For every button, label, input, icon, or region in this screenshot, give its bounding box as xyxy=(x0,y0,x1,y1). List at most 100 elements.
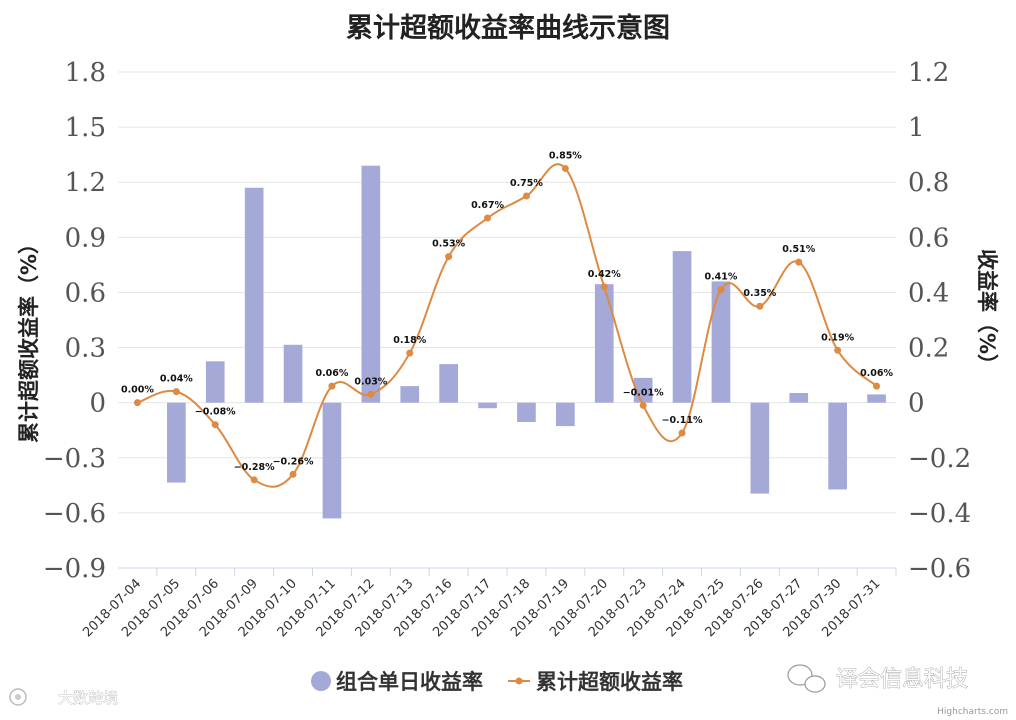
gridlines xyxy=(118,71,896,569)
line-point xyxy=(328,382,336,390)
data-label: 0.18% xyxy=(393,335,426,346)
legend: 组合单日收益率 累计超额收益率 xyxy=(311,670,683,694)
line-point xyxy=(795,258,803,266)
line-point xyxy=(289,470,297,478)
right-y-tick-label: −0.4 xyxy=(908,499,971,529)
chart-title: 累计超额收益率曲线示意图 xyxy=(346,12,670,44)
right-y-tick-label: 0.4 xyxy=(908,278,949,308)
right-y-tick-label: 0.8 xyxy=(908,168,949,198)
legend-bar-label: 组合单日收益率 xyxy=(336,670,483,694)
line-point xyxy=(445,253,453,261)
line-point xyxy=(406,349,414,357)
credits-link[interactable]: Highcharts.com xyxy=(937,707,1008,717)
bar xyxy=(439,364,458,403)
legend-line-marker-dot xyxy=(515,677,523,685)
left-y-tick-label: 0.9 xyxy=(65,223,106,253)
bar xyxy=(400,386,420,403)
data-label: −0.26% xyxy=(273,456,314,467)
line-point xyxy=(678,429,686,437)
data-labels: 0.00% 0.04% −0.08% −0.28%−0.26% 0.06% 0.03% 0.… xyxy=(121,150,894,472)
left-y-axis: 1.8 1.5 1.2 0.9 0.6 0.3 0 −0.3 −0.6 −0.9 xyxy=(43,58,106,584)
data-label: 0.53% xyxy=(432,239,465,250)
left-y-tick-label: 0.6 xyxy=(65,278,106,308)
bar xyxy=(867,394,886,403)
watermark-left-text: 大数跨境 xyxy=(58,689,118,707)
left-y-tick-label: 1.8 xyxy=(65,58,106,88)
wechat-icon xyxy=(787,664,826,693)
bar xyxy=(711,281,731,403)
legend-bar-marker xyxy=(311,671,331,691)
right-y-axis: 1.2 1 0.8 0.6 0.4 0.2 0 −0.2 −0.4 −0.6 xyxy=(908,58,971,584)
bar xyxy=(517,402,536,422)
left-y-tick-label: 0.3 xyxy=(65,334,106,364)
data-label: 0.51% xyxy=(782,244,815,255)
line-point xyxy=(600,283,608,291)
right-y-tick-label: 0.6 xyxy=(908,223,949,253)
data-label: 0.41% xyxy=(704,272,737,283)
line-series xyxy=(133,163,881,488)
line-point xyxy=(250,476,258,484)
bar xyxy=(789,393,809,403)
data-label: 0.03% xyxy=(354,376,387,387)
line-point xyxy=(133,399,141,407)
x-axis: 2018-07-042018-07-052018-07-062018-07-09… xyxy=(80,567,897,640)
data-label: −0.11% xyxy=(662,415,703,426)
left-y-tick-label: −0.3 xyxy=(43,444,106,474)
data-label: 0.19% xyxy=(821,332,854,343)
bar xyxy=(672,251,692,403)
watermark-logo-icon-dot xyxy=(15,694,21,700)
data-label: 0.75% xyxy=(510,178,543,189)
bar xyxy=(361,165,381,403)
data-label: −0.01% xyxy=(623,387,664,398)
watermark-logo-icon xyxy=(9,688,27,706)
legend-item-line[interactable]: 累计超额收益率 xyxy=(508,670,683,694)
left-y-tick-label: −0.9 xyxy=(43,554,106,584)
data-label: 0.42% xyxy=(588,269,621,280)
watermark-left: 大数跨境 xyxy=(9,688,118,707)
watermark-right: 译会信息科技 xyxy=(787,664,968,693)
data-label: −0.28% xyxy=(234,462,275,473)
bar xyxy=(478,402,497,409)
right-y-tick-label: 1 xyxy=(908,113,925,143)
left-y-tick-label: 1.5 xyxy=(65,113,106,143)
bar xyxy=(828,402,847,490)
bar xyxy=(283,344,303,403)
bar xyxy=(594,284,614,403)
line-point xyxy=(873,382,881,390)
line-point xyxy=(172,388,180,396)
line-point xyxy=(756,302,764,310)
bar xyxy=(205,361,225,403)
data-label: −0.08% xyxy=(195,407,236,418)
data-label: 0.85% xyxy=(549,150,582,161)
bar xyxy=(244,187,264,403)
right-y-tick-label: 0 xyxy=(908,389,925,419)
line-point xyxy=(561,164,569,172)
right-y-tick-label: 1.2 xyxy=(908,58,949,88)
line-path xyxy=(137,163,878,488)
line-point xyxy=(367,390,375,398)
right-y-tick-label: −0.6 xyxy=(908,554,971,584)
legend-line-label: 累计超额收益率 xyxy=(536,670,683,694)
line-point xyxy=(484,214,492,222)
line-point xyxy=(834,346,842,354)
bar xyxy=(167,402,186,483)
line-point xyxy=(211,421,219,429)
data-label: 0.04% xyxy=(160,374,193,385)
right-y-tick-label: −0.2 xyxy=(908,444,971,474)
right-y-axis-title: 收益率（%） xyxy=(975,249,999,375)
right-y-tick-label: 0.2 xyxy=(908,334,949,364)
data-label: 0.06% xyxy=(860,368,893,379)
left-y-tick-label: 1.2 xyxy=(65,168,106,198)
watermark-right-text: 译会信息科技 xyxy=(836,667,968,692)
bar xyxy=(556,402,575,427)
bar-series xyxy=(167,165,886,519)
data-label: 0.35% xyxy=(743,288,776,299)
left-y-tick-label: 0 xyxy=(89,389,106,419)
line-point xyxy=(522,192,530,200)
line-point xyxy=(639,401,647,409)
data-label: 0.00% xyxy=(121,385,154,396)
legend-item-bar[interactable]: 组合单日收益率 xyxy=(311,670,483,694)
bar xyxy=(750,402,770,494)
data-label: 0.06% xyxy=(315,368,348,379)
